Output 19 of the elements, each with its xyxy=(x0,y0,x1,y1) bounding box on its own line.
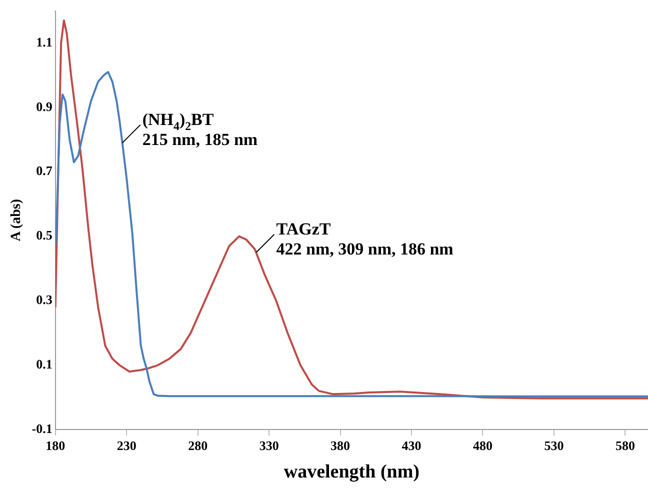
y-tick-label: 0.9 xyxy=(36,98,53,114)
y-tick-label: 1.1 xyxy=(36,34,52,50)
x-axis-title: wavelength (nm) xyxy=(284,462,420,483)
y-tick-label: 0.5 xyxy=(36,228,53,243)
x-tick-label: 580 xyxy=(615,438,635,453)
x-tick-label: 480 xyxy=(473,438,492,453)
y-tick-label: 0.3 xyxy=(36,292,53,308)
x-tick-label: 380 xyxy=(330,438,350,453)
x-tick-label: 430 xyxy=(402,438,422,453)
x-tick-label: 530 xyxy=(544,438,564,453)
y-axis-title: A (abs) xyxy=(9,198,24,242)
y-tick-label: -0.1 xyxy=(32,420,52,436)
x-tick-label: 230 xyxy=(116,438,136,453)
x-tick-label: 180 xyxy=(46,438,66,453)
annotation: TAGzT 422 nm, 309 nm, 186 nm xyxy=(276,219,454,258)
x-tick-label: 280 xyxy=(188,438,208,453)
x-tick-label: 330 xyxy=(259,438,279,453)
y-tick-label: 0.1 xyxy=(36,356,52,372)
y-tick-label: 0.7 xyxy=(36,163,53,178)
